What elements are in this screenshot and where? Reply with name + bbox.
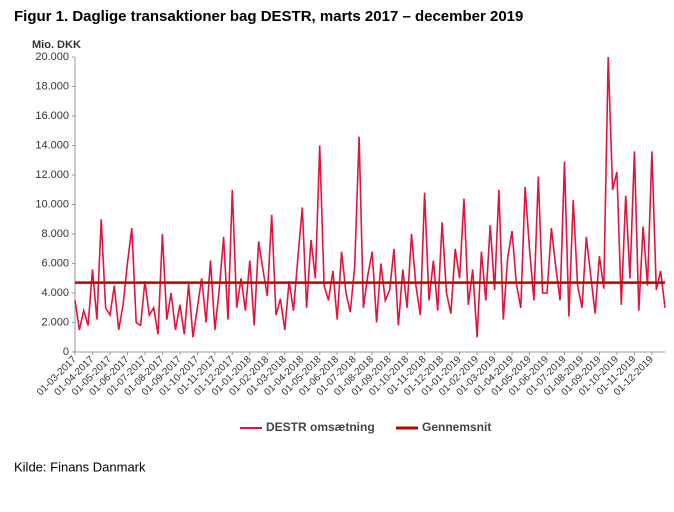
y-tick-label: 12.000 <box>35 169 69 181</box>
legend-label: Gennemsnit <box>422 420 491 434</box>
y-tick-label: 2.000 <box>41 316 69 328</box>
y-tick-label: 6.000 <box>41 257 69 269</box>
y-tick-label: 16.000 <box>35 110 69 122</box>
y-tick-label: 4.000 <box>41 287 69 299</box>
y-tick-label: 10.000 <box>35 198 69 210</box>
y-axis-label: Mio. DKK <box>32 39 81 51</box>
y-tick-label: 18.000 <box>35 80 69 92</box>
line-series <box>74 56 666 338</box>
y-tick-label: 0 <box>63 346 69 358</box>
y-tick-label: 20.000 <box>35 51 69 63</box>
y-tick-label: 14.000 <box>35 139 69 151</box>
source: Kilde: Finans Danmark <box>14 459 146 474</box>
chart-title: Figur 1. Daglige transaktioner bag DESTR… <box>14 8 523 25</box>
y-tick-label: 8.000 <box>41 228 69 240</box>
legend-label: DESTR omsætning <box>266 420 375 434</box>
